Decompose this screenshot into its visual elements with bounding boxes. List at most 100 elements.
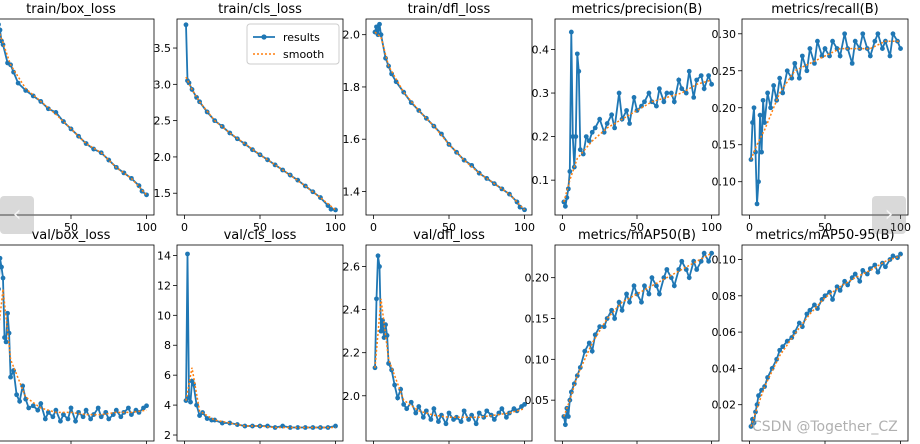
results-point xyxy=(431,406,437,412)
results-point xyxy=(573,134,579,140)
y-tick-label: 0.30 xyxy=(712,28,737,41)
y-tick-label: 2.4 xyxy=(343,304,361,317)
results-point xyxy=(408,399,414,405)
results-point xyxy=(333,423,338,429)
plot-frame xyxy=(365,18,533,216)
y-tick-label: 0.15 xyxy=(712,139,737,152)
y-tick-label: 0.06 xyxy=(712,326,737,339)
chart-panel: train/box_loss501002.22.01.81.61.4 xyxy=(0,2,157,234)
chart-title: metrics/mAP50-95(B) xyxy=(755,228,894,243)
results-point xyxy=(819,297,825,302)
results-point xyxy=(0,22,1,27)
results-point xyxy=(408,100,414,106)
results-point xyxy=(562,422,568,428)
results-point xyxy=(762,120,767,125)
results-point xyxy=(777,347,783,353)
x-tick-label: 50 xyxy=(253,221,267,234)
y-tick-label: 1.8 xyxy=(343,81,361,94)
results-point xyxy=(789,75,795,81)
results-point xyxy=(760,97,766,103)
results-point xyxy=(83,407,89,413)
results-point xyxy=(619,307,625,313)
results-point xyxy=(73,418,78,424)
results-point xyxy=(8,374,13,380)
results-point xyxy=(589,348,595,354)
next-image-button[interactable]: › xyxy=(872,196,906,234)
legend: results smooth xyxy=(246,23,340,65)
results-point xyxy=(597,116,603,122)
results-point xyxy=(30,403,36,409)
chart-title: val/box_loss xyxy=(32,228,111,243)
results-line xyxy=(563,32,713,207)
results-point xyxy=(14,392,20,398)
chart-panel: metrics/recall(B) 0 50 100 0.30 0.25 0.20 0.15 0… xyxy=(712,2,912,234)
results-point xyxy=(750,120,755,125)
y-tick-label: 0.10 xyxy=(712,176,737,189)
results-point xyxy=(701,86,707,92)
y-tick-label: 3.5 xyxy=(154,42,172,55)
results-point xyxy=(589,129,595,135)
results-point xyxy=(139,188,145,194)
y-tick-label: 2.0 xyxy=(343,29,361,42)
plot-area xyxy=(748,31,903,207)
results-point xyxy=(875,31,881,37)
results-point xyxy=(834,46,840,51)
x-tick-label: 100 xyxy=(325,221,346,234)
results-point xyxy=(2,335,7,340)
results-point xyxy=(765,90,770,96)
x-tick-label: 0 xyxy=(370,221,377,234)
results-point xyxy=(601,324,607,330)
plot-frame xyxy=(176,244,344,442)
results-point xyxy=(98,414,104,420)
chart-title: val/cls_loss xyxy=(224,228,297,243)
results-point xyxy=(627,121,632,126)
results-point xyxy=(436,419,441,425)
results-point xyxy=(661,99,667,105)
results-point xyxy=(571,381,577,387)
smooth-line xyxy=(185,367,336,429)
results-point xyxy=(582,348,588,354)
results-point xyxy=(186,395,192,401)
smooth-line xyxy=(563,79,712,203)
results-point xyxy=(23,88,29,93)
y-tick-label: 0.10 xyxy=(712,254,737,267)
results-point xyxy=(671,283,677,289)
results-point xyxy=(804,68,810,74)
results-point xyxy=(609,112,615,118)
y-tick-label: 0.4 xyxy=(532,43,550,56)
y-tick-label: 12 xyxy=(157,279,171,292)
results-point xyxy=(378,328,384,334)
results-point xyxy=(656,291,662,297)
results-point xyxy=(375,253,381,259)
results-point xyxy=(577,147,583,153)
results-point xyxy=(413,410,419,416)
results-point xyxy=(561,199,567,205)
results-point xyxy=(562,203,568,209)
chart-title: train/dfl_loss xyxy=(408,2,491,17)
chart-title: train/box_loss xyxy=(26,2,116,17)
results-point xyxy=(671,99,677,105)
results-point xyxy=(759,149,764,155)
results-point xyxy=(586,138,592,144)
results-point xyxy=(287,425,293,430)
results-point xyxy=(197,413,202,418)
prev-image-button[interactable]: ‹ xyxy=(0,196,34,234)
results-point xyxy=(53,407,59,413)
results-point xyxy=(852,271,858,277)
x-tick-label: 0 xyxy=(746,221,753,234)
results-point xyxy=(58,418,63,424)
results-point xyxy=(95,405,101,411)
results-point xyxy=(185,251,190,257)
x-tick-label: 100 xyxy=(136,221,157,234)
y-tick-label: 4 xyxy=(164,399,171,412)
results-point xyxy=(898,46,903,51)
x-tick-label: 100 xyxy=(890,221,911,234)
legend-label-smooth: smooth xyxy=(283,48,324,61)
results-point xyxy=(765,375,770,380)
results-point xyxy=(65,416,71,422)
results-point xyxy=(38,401,44,406)
y-tick-label: 0.10 xyxy=(525,353,550,366)
results-point xyxy=(616,90,622,96)
results-point xyxy=(514,408,520,414)
